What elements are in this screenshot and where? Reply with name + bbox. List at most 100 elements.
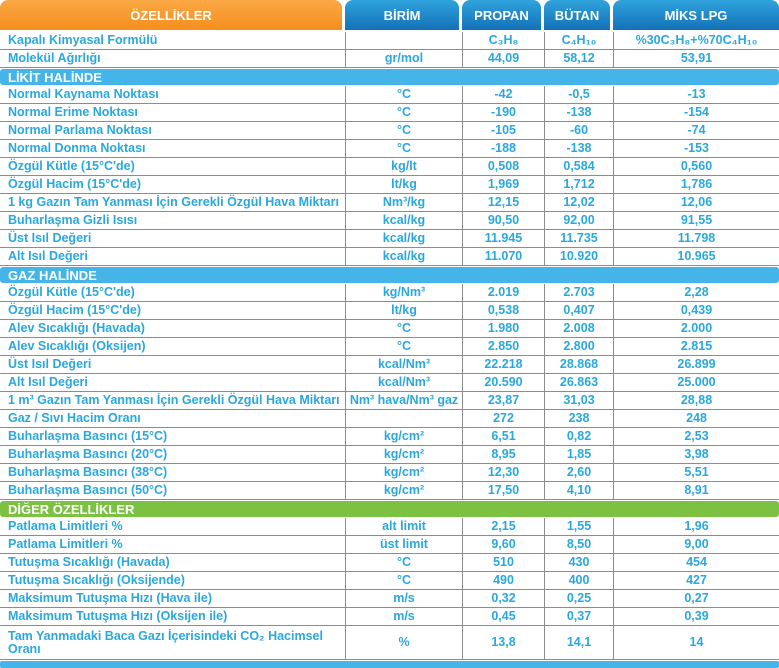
unit-cell: °C bbox=[345, 140, 462, 157]
propan-value-cell: 0,538 bbox=[462, 302, 544, 319]
butan-value-cell: 8,50 bbox=[544, 536, 613, 553]
butan-value-cell: 1,712 bbox=[544, 176, 613, 193]
row-label: Maksimum Tutuşma Hızı (Oksijen ile) bbox=[8, 609, 228, 623]
butan-value-cell: 2.800 bbox=[544, 338, 613, 355]
table-row: Tutuşma Sıcaklığı (Havada) °C 510 430 454 bbox=[0, 554, 779, 572]
miks-lpg-value-cell: -13 bbox=[613, 86, 779, 103]
butan-value-cell: 238 bbox=[544, 410, 613, 427]
butan-value-cell: 2.008 bbox=[544, 320, 613, 337]
table-bottom-bar bbox=[0, 661, 779, 668]
header-label: PROPAN bbox=[474, 7, 529, 23]
miks-lpg-value-cell: 5,51 bbox=[613, 464, 779, 481]
row-label: Buharlaşma Basıncı (38°C) bbox=[8, 465, 168, 479]
propan-value-cell: 0,45 bbox=[462, 608, 544, 625]
table-row: Patlama Limitleri % üst limit 9,60 8,50 9,00 bbox=[0, 536, 779, 554]
row-label: Üst Isıl Değeri bbox=[8, 357, 92, 371]
propan-value-cell: 2,15 bbox=[462, 518, 544, 535]
unit-cell: lt/kg bbox=[345, 302, 462, 319]
row-label: Alev Sıcaklığı (Havada) bbox=[8, 321, 145, 335]
table-row: Özgül Hacim (15°C'de) lt/kg 0,538 0,407 0,43… bbox=[0, 302, 779, 320]
section-header: DİĞER ÖZELLİKLER bbox=[0, 501, 779, 517]
miks-lpg-value-cell: 91,55 bbox=[613, 212, 779, 229]
miks-lpg-value-cell: 0,560 bbox=[613, 158, 779, 175]
table-header: ÖZELLİKLER BİRİM PROPAN BÜTAN MİKS LPG bbox=[0, 0, 779, 30]
unit-cell: m/s bbox=[345, 608, 462, 625]
table-row: Maksimum Tutuşma Hızı (Hava ile) m/s 0,32 0… bbox=[0, 590, 779, 608]
miks-lpg-value-cell: 427 bbox=[613, 572, 779, 589]
propan-value-cell: 9,60 bbox=[462, 536, 544, 553]
header-cell-ozellikler: ÖZELLİKLER bbox=[0, 0, 342, 30]
butan-value-cell: -138 bbox=[544, 140, 613, 157]
unit-cell: alt limit bbox=[345, 518, 462, 535]
table-row: Maksimum Tutuşma Hızı (Oksijen ile) m/s 0,… bbox=[0, 608, 779, 626]
miks-lpg-value-cell: 28,88 bbox=[613, 392, 779, 409]
miks-lpg-value-cell: 25.000 bbox=[613, 374, 779, 391]
table-row: Normal Kaynama Noktası °C -42 -0,5 -13 bbox=[0, 86, 779, 104]
propan-value-cell: 1,969 bbox=[462, 176, 544, 193]
table-row: Üst Isıl Değeri kcal/Nm³ 22.218 28.868 26.89… bbox=[0, 356, 779, 374]
unit-cell: °C bbox=[345, 104, 462, 121]
miks-lpg-value-cell: 0,27 bbox=[613, 590, 779, 607]
butan-value-cell: 0,37 bbox=[544, 608, 613, 625]
table-row: Patlama Limitleri % alt limit 2,15 1,55 1,96 bbox=[0, 518, 779, 536]
header-cell-butan: BÜTAN bbox=[544, 0, 610, 30]
row-label: Gaz / Sıvı Hacim Oranı bbox=[8, 411, 141, 425]
unit-cell: kg/cm² bbox=[345, 428, 462, 445]
butan-value-cell: -138 bbox=[544, 104, 613, 121]
unit-cell: kcal/kg bbox=[345, 212, 462, 229]
row-label: Buharlaşma Basıncı (15°C) bbox=[8, 429, 168, 443]
header-label: BÜTAN bbox=[554, 7, 600, 23]
unit-cell: °C bbox=[345, 572, 462, 589]
section-title: LİKİT HALİNDE bbox=[8, 69, 102, 85]
miks-lpg-value-cell: %30C₃H₈+%70C₄H₁₀ bbox=[613, 32, 779, 49]
propan-value-cell: 12,30 bbox=[462, 464, 544, 481]
miks-lpg-value-cell: 12,06 bbox=[613, 194, 779, 211]
table-row: Molekül Ağırlığı gr/mol 44,09 58,12 53,91 bbox=[0, 50, 779, 68]
row-label: Tam Yanmadaki Baca Gazı İçerisindeki CO₂… bbox=[8, 628, 323, 656]
unit-cell: °C bbox=[345, 122, 462, 139]
miks-lpg-value-cell: 53,91 bbox=[613, 50, 779, 67]
propan-value-cell: -188 bbox=[462, 140, 544, 157]
row-label: Alt Isıl Değeri bbox=[8, 375, 88, 389]
table-row: Normal Erime Noktası °C -190 -138 -154 bbox=[0, 104, 779, 122]
butan-value-cell: 2,60 bbox=[544, 464, 613, 481]
propan-value-cell: 11.070 bbox=[462, 248, 544, 265]
butan-value-cell: 4,10 bbox=[544, 482, 613, 499]
miks-lpg-value-cell: 1,96 bbox=[613, 518, 779, 535]
row-label: Buharlaşma Basıncı (50°C) bbox=[8, 483, 168, 497]
table-row: Normal Donma Noktası °C -188 -138 -153 bbox=[0, 140, 779, 158]
butan-value-cell: 10.920 bbox=[544, 248, 613, 265]
butan-value-cell: 0,407 bbox=[544, 302, 613, 319]
butan-value-cell: 12,02 bbox=[544, 194, 613, 211]
row-label: Maksimum Tutuşma Hızı (Hava ile) bbox=[8, 591, 212, 605]
unit-cell: kg/cm² bbox=[345, 446, 462, 463]
butan-value-cell: 26.863 bbox=[544, 374, 613, 391]
section-header: LİKİT HALİNDE bbox=[0, 69, 779, 85]
miks-lpg-value-cell: 8,91 bbox=[613, 482, 779, 499]
propan-value-cell: 272 bbox=[462, 410, 544, 427]
table-row: Alev Sıcaklığı (Havada) °C 1.980 2.008 2.000 bbox=[0, 320, 779, 338]
table-row: Buharlaşma Basıncı (15°C) kg/cm² 6,51 0,82 2… bbox=[0, 428, 779, 446]
table-row: Özgül Kütle (15°C'de) kg/Nm³ 2.019 2.703 2,2… bbox=[0, 284, 779, 302]
unit-cell: °C bbox=[345, 320, 462, 337]
row-label: Normal Erime Noktası bbox=[8, 105, 138, 119]
table-row: Tam Yanmadaki Baca Gazı İçerisindeki CO₂… bbox=[0, 626, 779, 660]
unit-cell: °C bbox=[345, 554, 462, 571]
table-row: Alt Isıl Değeri kcal/kg 11.070 10.920 10.965 bbox=[0, 248, 779, 266]
row-label: Molekül Ağırlığı bbox=[8, 51, 101, 65]
butan-value-cell: -60 bbox=[544, 122, 613, 139]
propan-value-cell: 2.850 bbox=[462, 338, 544, 355]
unit-cell: °C bbox=[345, 86, 462, 103]
propan-value-cell: 0,32 bbox=[462, 590, 544, 607]
row-label: Normal Parlama Noktası bbox=[8, 123, 152, 137]
row-label: Tutuşma Sıcaklığı (Havada) bbox=[8, 555, 170, 569]
butan-value-cell: 430 bbox=[544, 554, 613, 571]
unit-cell: kg/Nm³ bbox=[345, 284, 462, 301]
miks-lpg-value-cell: 2,53 bbox=[613, 428, 779, 445]
butan-value-cell: 2.703 bbox=[544, 284, 613, 301]
propan-value-cell: 2.019 bbox=[462, 284, 544, 301]
unit-cell: kg/cm² bbox=[345, 482, 462, 499]
row-label: Kapalı Kimyasal Formülü bbox=[8, 33, 158, 47]
header-cell-birim: BİRİM bbox=[345, 0, 459, 30]
unit-cell: gr/mol bbox=[345, 50, 462, 67]
